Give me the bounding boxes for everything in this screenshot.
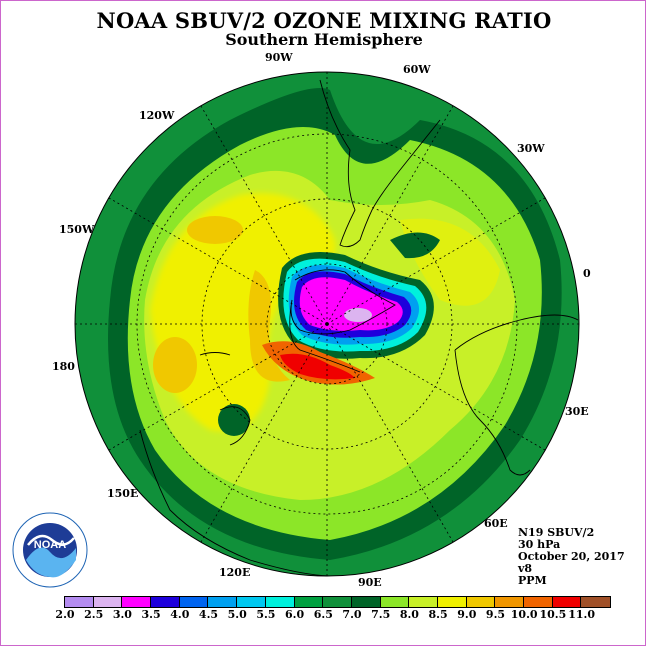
colorbar-swatch xyxy=(122,597,152,607)
colorbar-tick-label: 9.5 xyxy=(485,608,506,621)
colorbar xyxy=(64,596,612,608)
lon-label-120e: 120E xyxy=(219,566,251,579)
colorbar-tick-label: 6.0 xyxy=(285,608,305,621)
lon-label-180: 180 xyxy=(52,360,75,373)
colorbar-swatch xyxy=(237,597,266,607)
colorbar-swatch xyxy=(294,597,324,607)
lon-label-0: 0 xyxy=(583,267,591,280)
field-7-0-north xyxy=(390,232,440,259)
vortex-3-0 xyxy=(299,277,403,331)
field-9-0-north xyxy=(187,216,243,244)
colorbar-tick-label: 2.0 xyxy=(55,608,75,621)
colorbar-swatch xyxy=(495,597,524,607)
noaa-logo: NOAA xyxy=(12,512,88,588)
colorbar-tick-label: 11.0 xyxy=(568,608,595,621)
logo-wordmark: NOAA xyxy=(34,539,66,551)
vortex-2-5 xyxy=(344,308,372,322)
colorbar-swatch xyxy=(265,597,295,607)
colorbar-tick-label: 6.5 xyxy=(313,608,333,621)
colorbar-tick-label: 2.5 xyxy=(84,608,104,621)
colorbar-swatch xyxy=(466,597,496,607)
info-version: v8 xyxy=(518,562,533,575)
info-level: 30 hPa xyxy=(518,538,561,551)
colorbar-tick-label: 7.5 xyxy=(371,608,391,621)
lon-label-150w: 150W xyxy=(59,223,95,236)
lon-label-60w: 60W xyxy=(403,63,431,76)
colorbar-swatch xyxy=(437,597,467,607)
graticule xyxy=(75,72,579,576)
lon-label-90w: 90W xyxy=(265,51,293,64)
colorbar-tick-label: 5.5 xyxy=(256,608,276,621)
map-title: NOAA SBUV/2 OZONE MIXING RATIO xyxy=(96,8,552,33)
info-satellite: N19 SBUV/2 xyxy=(518,526,595,539)
colorbar-swatch xyxy=(93,597,123,607)
field-8-5 xyxy=(150,193,336,432)
lon-label-60e: 60E xyxy=(484,517,508,530)
lon-label-90e: 90E xyxy=(358,576,382,589)
product-info: N19 SBUV/2 30 hPa October 20, 2017 v8 PP… xyxy=(518,527,625,587)
lon-label-150e: 150E xyxy=(107,487,139,500)
colorbar-tick-label: 5.0 xyxy=(227,608,247,621)
colorbar-tick-label: 10.0 xyxy=(510,608,538,621)
colorbar-tick-label: 8.0 xyxy=(399,608,419,621)
map-subtitle: Southern Hemisphere xyxy=(225,30,423,49)
colorbar-tick-label: 9.0 xyxy=(457,608,477,621)
colorbar-swatch xyxy=(179,597,209,607)
lon-label-30w: 30W xyxy=(517,142,545,155)
colorbar-swatch xyxy=(581,597,611,607)
colorbar-swatch xyxy=(151,597,180,607)
colorbar-tick-label: 8.5 xyxy=(428,608,448,621)
colorbar-tick-label: 10.5 xyxy=(539,608,567,621)
lon-label-30e: 30E xyxy=(565,405,589,418)
colorbar-tick-label: 3.5 xyxy=(141,608,161,621)
field-7-0-blob xyxy=(218,404,250,436)
colorbar-tick-label: 4.5 xyxy=(198,608,219,621)
colorbar-tick-label: 4.0 xyxy=(170,608,190,621)
info-units: PPM xyxy=(518,574,547,587)
field-9-0-ridge xyxy=(248,270,290,382)
colorbar-swatch xyxy=(524,597,553,607)
colorbar-swatch xyxy=(409,597,438,607)
field-9-0-west xyxy=(153,337,197,393)
coastlines xyxy=(139,79,579,576)
colorbar-swatch xyxy=(380,597,410,607)
colorbar-swatch xyxy=(208,597,238,607)
colorbar-swatch xyxy=(351,597,381,607)
colorbar-swatch xyxy=(65,597,94,607)
colorbar-swatch xyxy=(552,597,582,607)
info-date: October 20, 2017 xyxy=(518,550,625,563)
colorbar-swatch xyxy=(323,597,352,607)
map-boundary xyxy=(74,71,580,577)
colorbar-tick-label: 3.0 xyxy=(112,608,132,621)
colorbar-tick-label: 7.0 xyxy=(342,608,362,621)
lon-label-120w: 120W xyxy=(139,109,175,122)
